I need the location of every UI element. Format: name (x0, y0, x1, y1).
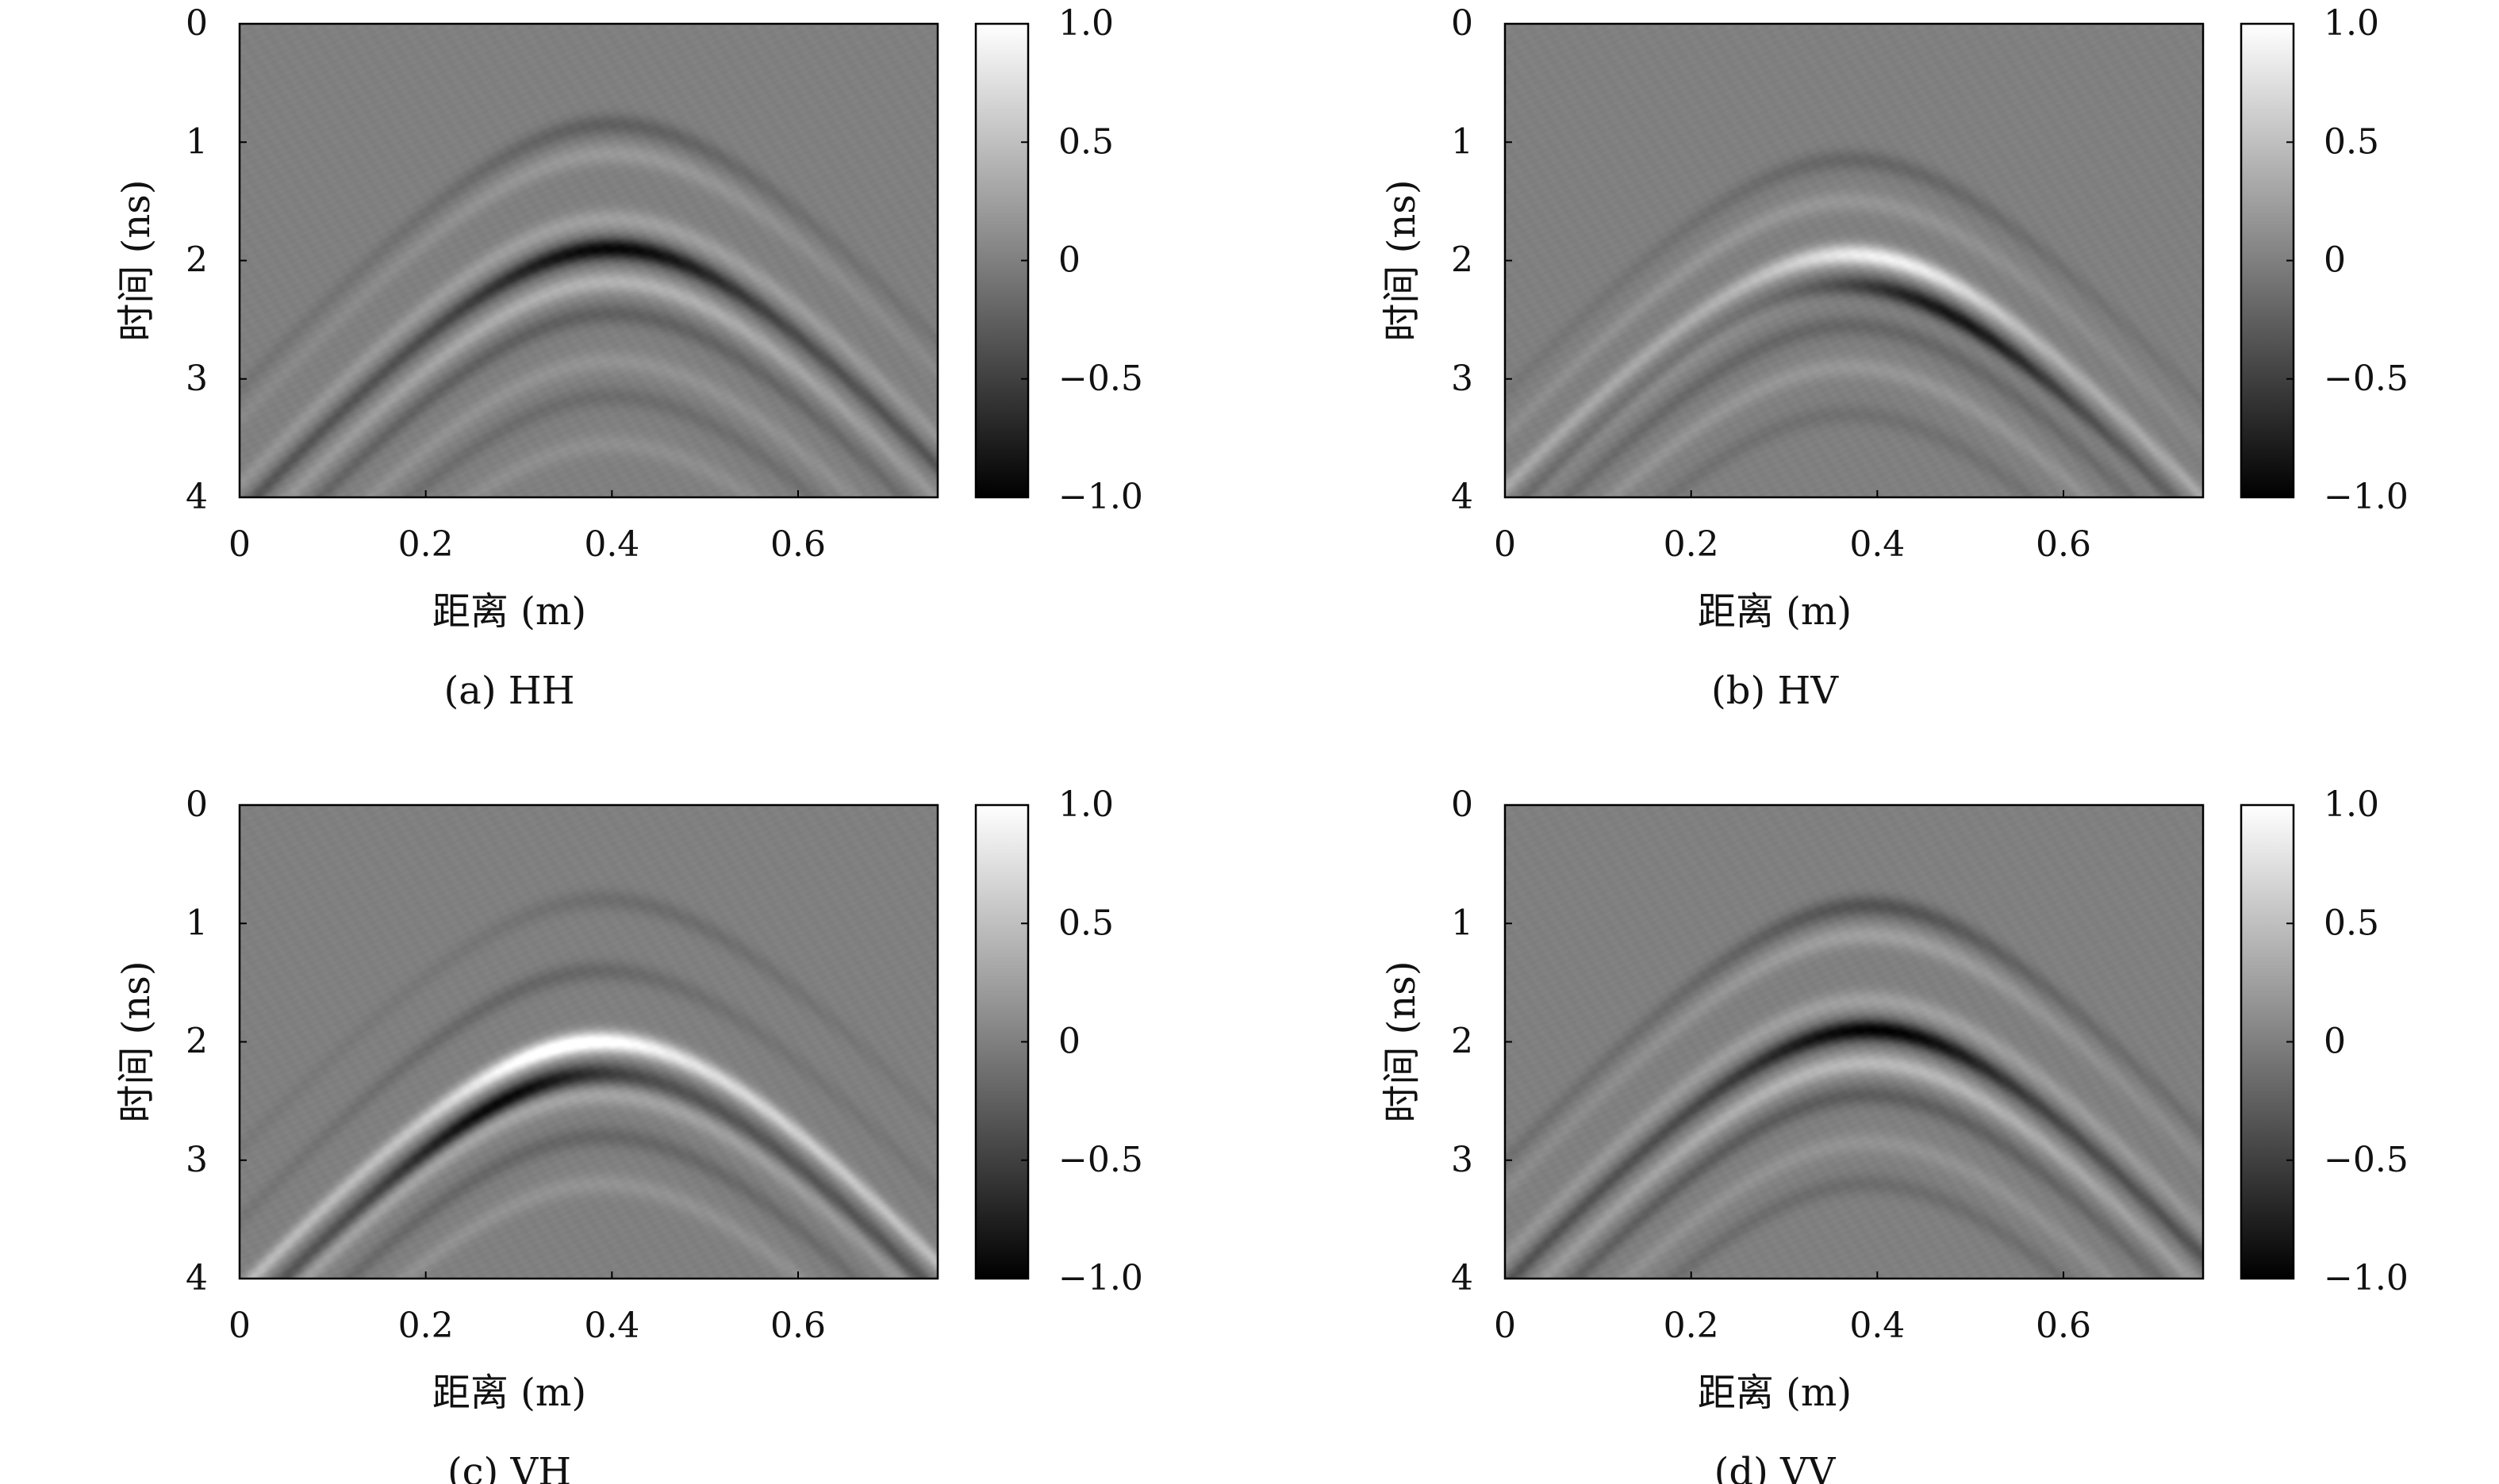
colorbar-tick-label: 1.0 (1058, 784, 1114, 825)
y-tick-label: 1 (1451, 121, 1473, 162)
y-tick-label: 2 (186, 1022, 208, 1062)
y-tick-label: 3 (1451, 359, 1473, 399)
colorbar-tick-label: 0 (2324, 1022, 2346, 1062)
x-tick-label: 0.2 (398, 524, 454, 565)
x-tick-label: 0.2 (398, 1306, 454, 1346)
colorbar-tick-label: −0.5 (2324, 359, 2409, 399)
colorbar-tick-label: 0.5 (1058, 121, 1114, 162)
colorbar-tick-label: −0.5 (2324, 1140, 2409, 1180)
colorbar-tick-label: 1.0 (2324, 784, 2379, 825)
panel-caption: (b) HV (1711, 669, 1839, 713)
x-tick-label: 0.6 (2036, 524, 2091, 565)
y-axis-label: 时间 (ns) (114, 179, 159, 341)
colorbar (2240, 803, 2295, 1280)
y-tick-label: 2 (1451, 1022, 1473, 1062)
colorbar-tick-label: −1.0 (1058, 1258, 1143, 1298)
y-tick-label: 3 (186, 359, 208, 399)
y-axis-label: 时间 (ns) (1380, 961, 1424, 1122)
x-tick-label: 0 (1494, 524, 1516, 565)
heatmap-image (1505, 805, 2203, 1279)
colorbar-tick-label: 0 (2324, 240, 2346, 281)
x-tick-label: 0 (228, 1306, 251, 1346)
y-tick-label: 1 (186, 121, 208, 162)
y-tick-label: 2 (186, 240, 208, 281)
y-tick-label: 0 (1451, 3, 1473, 44)
y-tick-label: 0 (186, 784, 208, 825)
x-axis-label: 距离 (m) (432, 1371, 586, 1415)
colorbar-tick-label: −1.0 (2324, 1258, 2409, 1298)
heatmap-image (1505, 24, 2203, 497)
colorbar-tick-label: 0 (1058, 240, 1081, 281)
y-tick-label: 4 (1451, 477, 1473, 517)
panel-caption: (a) HH (443, 669, 574, 713)
x-tick-label: 0.4 (584, 524, 639, 565)
x-tick-label: 0.4 (1849, 524, 1905, 565)
panel-caption: (d) VV (1714, 1450, 1837, 1484)
y-tick-label: 3 (1451, 1140, 1473, 1180)
colorbar-tick-label: −0.5 (1058, 1140, 1143, 1180)
colorbar-tick-label: 0.5 (2324, 121, 2379, 162)
x-axis-label: 距离 (m) (432, 589, 586, 634)
x-tick-label: 0.2 (1664, 524, 1719, 565)
y-tick-label: 0 (186, 3, 208, 44)
x-tick-label: 0.4 (584, 1306, 639, 1346)
colorbar-tick-label: 0 (1058, 1022, 1081, 1062)
x-tick-label: 0 (228, 524, 251, 565)
y-axis-label: 时间 (ns) (1380, 179, 1424, 341)
x-axis-label: 距离 (m) (1698, 1371, 1852, 1415)
colorbar-tick-label: 0.5 (1058, 903, 1114, 943)
y-tick-label: 2 (1451, 240, 1473, 281)
heatmap-image (240, 805, 938, 1279)
x-tick-label: 0 (1494, 1306, 1516, 1346)
panel-caption: (c) VH (447, 1450, 571, 1484)
x-tick-label: 0.6 (2036, 1306, 2091, 1346)
x-tick-label: 0.6 (770, 524, 826, 565)
colorbar-tick-label: −1.0 (1058, 477, 1143, 517)
colorbar-tick-label: −0.5 (1058, 359, 1143, 399)
y-tick-label: 1 (186, 903, 208, 943)
colorbar (974, 22, 1030, 499)
colorbar-tick-label: 0.5 (2324, 903, 2379, 943)
y-tick-label: 4 (1451, 1258, 1473, 1298)
x-tick-label: 0.6 (770, 1306, 826, 1346)
y-tick-label: 0 (1451, 784, 1473, 825)
colorbar-tick-label: −1.0 (2324, 477, 2409, 517)
y-axis-label: 时间 (ns) (114, 961, 159, 1122)
y-tick-label: 4 (186, 1258, 208, 1298)
x-tick-label: 0.4 (1849, 1306, 1905, 1346)
colorbar (2240, 22, 2295, 499)
y-tick-label: 3 (186, 1140, 208, 1180)
colorbar-tick-label: 1.0 (1058, 3, 1114, 44)
heatmap-image (240, 24, 938, 497)
y-tick-label: 4 (186, 477, 208, 517)
x-axis-label: 距离 (m) (1698, 589, 1852, 634)
colorbar (974, 803, 1030, 1280)
y-tick-label: 1 (1451, 903, 1473, 943)
x-tick-label: 0.2 (1664, 1306, 1719, 1346)
colorbar-tick-label: 1.0 (2324, 3, 2379, 44)
